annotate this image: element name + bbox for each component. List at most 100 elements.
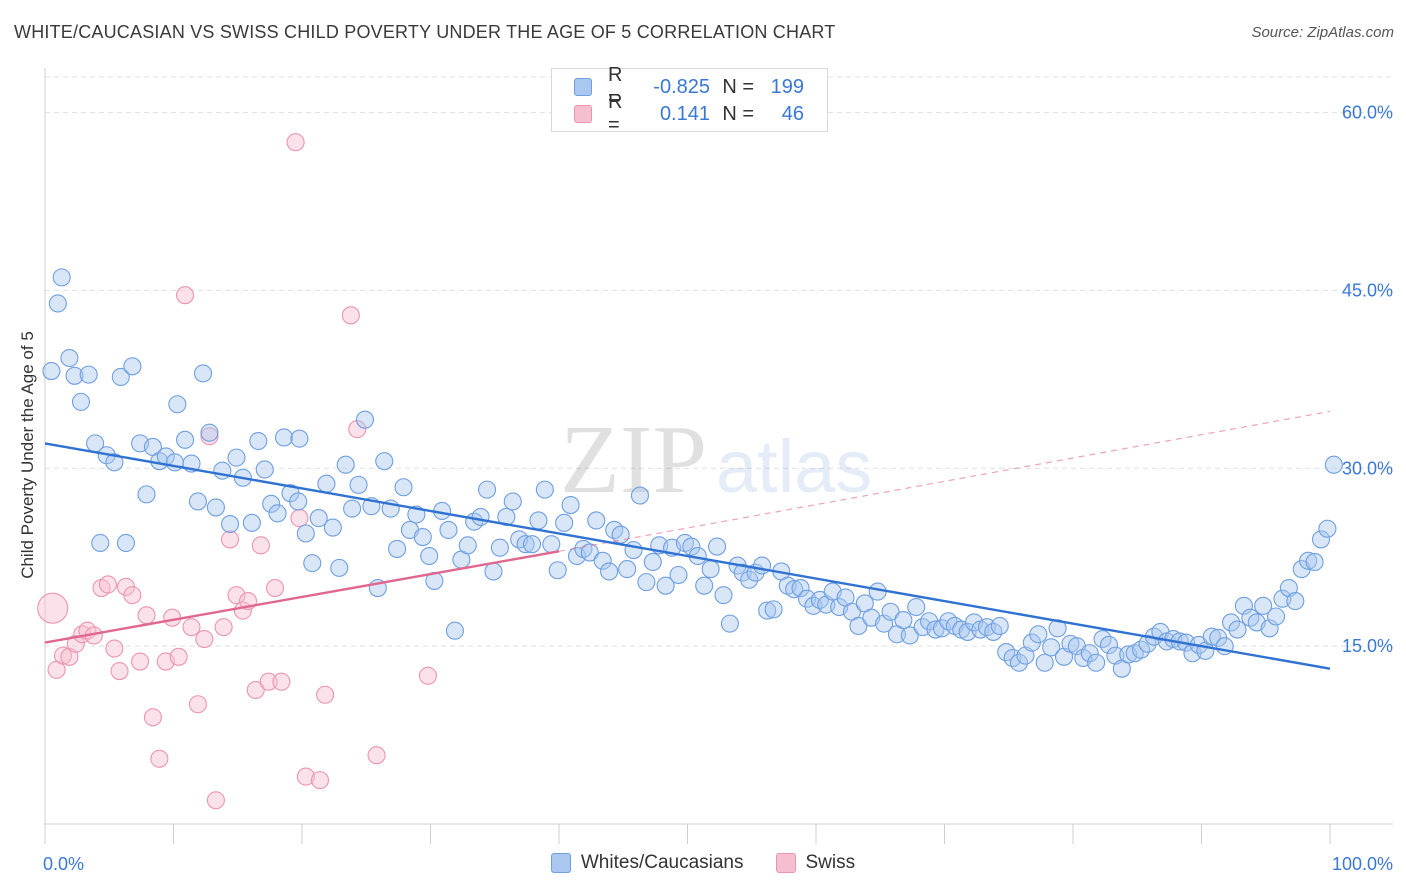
swiss-point (169, 647, 188, 666)
whites-point (394, 478, 413, 497)
whites-point (1305, 552, 1324, 572)
whites-point (1324, 455, 1343, 474)
y-tick-labels: 15.0% 30.0% 45.0% 60.0% (1342, 103, 1393, 657)
whites-point (1266, 607, 1286, 626)
n-value: 199 (770, 75, 804, 98)
swiss-point (310, 771, 330, 790)
whites-point (1054, 647, 1074, 666)
whites-point (875, 614, 894, 633)
swiss-point (188, 695, 207, 714)
whites-point (1029, 625, 1048, 644)
whites-point (1254, 596, 1273, 615)
legend-item-swiss[interactable]: Swiss (775, 852, 855, 874)
y-tick-label: 60.0% (1342, 103, 1393, 123)
whites-point (764, 600, 783, 619)
swiss-legend-swatch (775, 853, 796, 873)
whites-legend-swatch (550, 853, 571, 873)
whites-point (600, 562, 619, 581)
whites-point (785, 580, 804, 599)
whites-point (188, 492, 207, 511)
whites-point (758, 601, 777, 620)
swiss-point (143, 708, 162, 727)
whites-point (740, 570, 759, 589)
whites-point (349, 475, 368, 494)
whites-point (168, 395, 187, 414)
swiss-point (163, 608, 182, 627)
whites-point (116, 533, 136, 553)
y-tick-label: 15.0% (1342, 636, 1393, 656)
whites-point (255, 460, 274, 479)
whites-point (274, 428, 294, 447)
trend-lines (44, 410, 1331, 670)
r-label: R = (608, 91, 623, 136)
whites-point (503, 492, 522, 511)
whites-point (458, 536, 477, 555)
swiss-point (150, 749, 169, 768)
whites-point (849, 616, 868, 636)
whites-point (529, 511, 548, 530)
whites-point (375, 452, 394, 471)
whites-point (420, 546, 439, 566)
whites-point (618, 560, 637, 579)
whites-point (105, 453, 124, 472)
whites-points (42, 268, 1343, 678)
whites-point (1228, 620, 1247, 639)
whites-point (630, 486, 650, 505)
whites-point (926, 620, 945, 639)
whites-point (643, 552, 662, 572)
legend-item-whites[interactable]: Whites/Caucasians (550, 852, 744, 874)
whites-point (1009, 653, 1029, 672)
watermark: ZIP atlas (560, 406, 872, 514)
r-value: -0.825 (653, 75, 710, 98)
whites-point (249, 431, 268, 451)
whites-point (1222, 613, 1241, 632)
swiss-point (98, 575, 118, 594)
whites-point (200, 423, 219, 442)
swiss-point (296, 767, 315, 786)
swiss-point (123, 586, 142, 605)
legend-label: Whites/Caucasians (580, 852, 744, 873)
whites-point (330, 558, 349, 577)
swiss-point (316, 685, 335, 704)
whites-point (79, 365, 98, 384)
whites-point (176, 430, 195, 449)
whites-point (580, 543, 599, 562)
whites-point (296, 524, 315, 543)
whites-point (587, 511, 606, 530)
whites-point (894, 611, 913, 630)
whites-point (123, 357, 142, 376)
x-tick-label: 0.0% (43, 854, 84, 874)
whites-point (881, 602, 900, 621)
whites-point (355, 410, 375, 429)
whites-point (317, 474, 336, 493)
whites-point (708, 537, 727, 556)
whites-point (111, 367, 130, 387)
swiss-point (66, 634, 85, 653)
whites-point (669, 565, 688, 585)
r-value: 0.141 (659, 102, 710, 125)
whites-point (1318, 519, 1337, 538)
y-axis-label: Child Poverty Under the Age of 5 (18, 331, 37, 579)
whites-swatch (574, 78, 592, 96)
whites-point (336, 455, 355, 474)
whites-point (1286, 592, 1305, 611)
watermark-zip: ZIP (560, 406, 707, 514)
whites-point (701, 560, 720, 579)
swiss-point (348, 420, 367, 439)
whites-point (220, 514, 240, 534)
whites-point (268, 504, 287, 523)
whites-point (516, 535, 535, 554)
whites-point (714, 586, 733, 605)
swiss-point (418, 666, 437, 685)
whites-point (484, 562, 503, 581)
whites-point (309, 509, 328, 528)
swiss-point (206, 791, 225, 810)
whites-point (1106, 646, 1125, 665)
whites-point (548, 561, 567, 580)
axes (44, 68, 1393, 844)
n-label: N = (722, 75, 754, 98)
x-tick-labels: 0.0% 100.0% (43, 854, 1393, 874)
whites-point (1299, 551, 1318, 570)
whites-point (797, 589, 817, 608)
whites-point (471, 507, 490, 526)
